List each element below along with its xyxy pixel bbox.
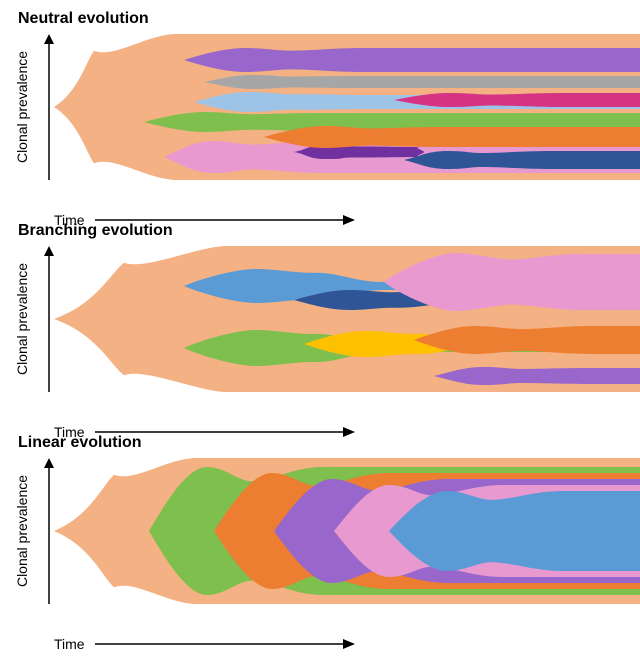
clone-shape bbox=[384, 253, 640, 311]
x-axis-label: Time bbox=[54, 636, 85, 652]
clone-shape bbox=[204, 75, 640, 89]
clone-shape bbox=[389, 491, 640, 571]
clone-shape bbox=[434, 367, 640, 385]
time-arrow-icon bbox=[95, 213, 355, 227]
x-axis-label: Time bbox=[54, 424, 85, 440]
clone-shape bbox=[394, 93, 640, 107]
x-axis-label: Time bbox=[54, 212, 85, 228]
clone-shape bbox=[264, 126, 640, 148]
x-axis-row: Time bbox=[54, 424, 355, 440]
panel-title: Neutral evolution bbox=[18, 10, 630, 28]
evolution-figure: Neutral evolutionClonal prevalence Time … bbox=[10, 10, 630, 634]
plot-box bbox=[54, 456, 640, 606]
y-axis-label: Clonal prevalence bbox=[14, 51, 30, 163]
x-axis-row: Time bbox=[54, 212, 355, 228]
time-arrow-icon bbox=[95, 425, 355, 439]
chart-area: Clonal prevalence Time bbox=[10, 32, 630, 210]
plot-box bbox=[54, 32, 640, 182]
clone-shape bbox=[184, 48, 640, 72]
panel-linear: Linear evolutionClonal prevalence Time bbox=[10, 434, 630, 634]
clone-shape bbox=[414, 326, 640, 354]
y-axis-label: Clonal prevalence bbox=[14, 475, 30, 587]
time-arrow-icon bbox=[95, 637, 355, 651]
chart-area: Clonal prevalence Time bbox=[10, 244, 630, 422]
y-axis-label: Clonal prevalence bbox=[14, 263, 30, 375]
panel-branching: Branching evolutionClonal prevalence Tim… bbox=[10, 222, 630, 422]
chart-area: Clonal prevalence Time bbox=[10, 456, 630, 634]
panel-neutral: Neutral evolution Clonal prevalence Time bbox=[10, 10, 630, 210]
clone-shape bbox=[404, 151, 640, 169]
plot-box bbox=[54, 244, 640, 394]
x-axis-row: Time bbox=[54, 636, 355, 652]
